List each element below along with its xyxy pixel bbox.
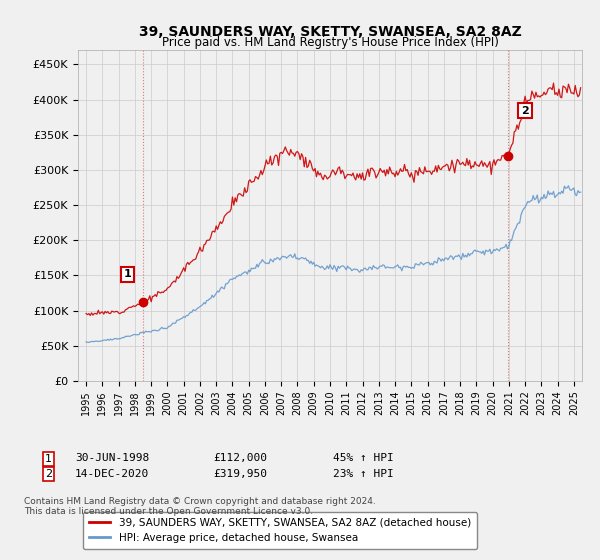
Text: 2: 2 — [521, 106, 529, 116]
Text: £319,950: £319,950 — [213, 469, 267, 479]
Text: 23% ↑ HPI: 23% ↑ HPI — [333, 469, 394, 479]
Text: 45% ↑ HPI: 45% ↑ HPI — [333, 454, 394, 464]
Text: 30-JUN-1998: 30-JUN-1998 — [75, 454, 149, 464]
Legend: 39, SAUNDERS WAY, SKETTY, SWANSEA, SA2 8AZ (detached house), HPI: Average price,: 39, SAUNDERS WAY, SKETTY, SWANSEA, SA2 8… — [83, 512, 477, 549]
Text: 1: 1 — [124, 269, 131, 279]
Text: 2: 2 — [45, 469, 52, 479]
Text: Contains HM Land Registry data © Crown copyright and database right 2024.: Contains HM Land Registry data © Crown c… — [24, 497, 376, 506]
Text: 39, SAUNDERS WAY, SKETTY, SWANSEA, SA2 8AZ: 39, SAUNDERS WAY, SKETTY, SWANSEA, SA2 8… — [139, 25, 521, 39]
Text: 1: 1 — [45, 454, 52, 464]
Text: This data is licensed under the Open Government Licence v3.0.: This data is licensed under the Open Gov… — [24, 507, 313, 516]
Text: £112,000: £112,000 — [213, 454, 267, 464]
Text: 14-DEC-2020: 14-DEC-2020 — [75, 469, 149, 479]
Text: Price paid vs. HM Land Registry's House Price Index (HPI): Price paid vs. HM Land Registry's House … — [161, 36, 499, 49]
